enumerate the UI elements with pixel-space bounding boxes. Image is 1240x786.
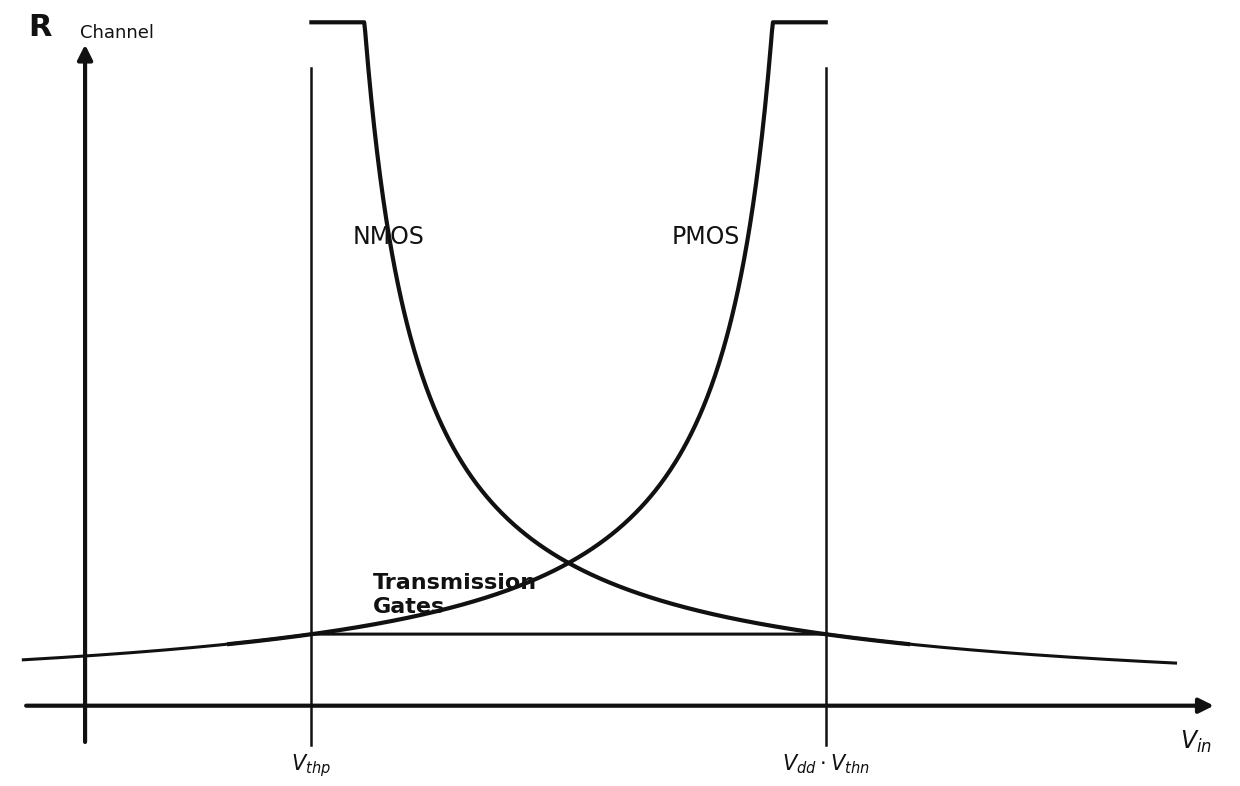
- Text: $V_{in}$: $V_{in}$: [1180, 729, 1213, 755]
- Text: $V_{thp}$: $V_{thp}$: [291, 752, 331, 780]
- Text: NMOS: NMOS: [352, 225, 424, 249]
- Text: Transmission
Gates: Transmission Gates: [373, 574, 537, 617]
- Text: Channel: Channel: [79, 24, 154, 42]
- Text: $V_{dd} \cdot V_{thn}$: $V_{dd} \cdot V_{thn}$: [782, 752, 869, 776]
- Text: R: R: [29, 13, 52, 42]
- Text: PMOS: PMOS: [671, 225, 740, 249]
